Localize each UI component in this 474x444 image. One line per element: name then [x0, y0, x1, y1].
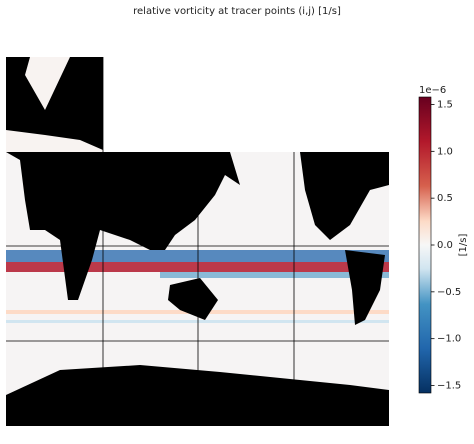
colorbar-tick-label: 1.5	[437, 99, 453, 110]
colorbar-tick-label: 0.0	[437, 240, 453, 251]
colorbar-tick-label: 0.5	[437, 193, 453, 204]
map	[6, 57, 389, 426]
colorbar-tick-label: −0.5	[437, 287, 461, 298]
colorbar	[418, 96, 432, 394]
colorbar-tick-label: −1.5	[437, 381, 461, 392]
colorbar-label: [1/s]	[458, 234, 469, 257]
colorbar-tick-label: −1.0	[437, 334, 461, 345]
colorbar-tick-label: 1.0	[437, 146, 453, 157]
colorbar-offset: 1e−6	[419, 85, 446, 96]
chart-title: relative vorticity at tracer points (i,j…	[133, 6, 341, 17]
